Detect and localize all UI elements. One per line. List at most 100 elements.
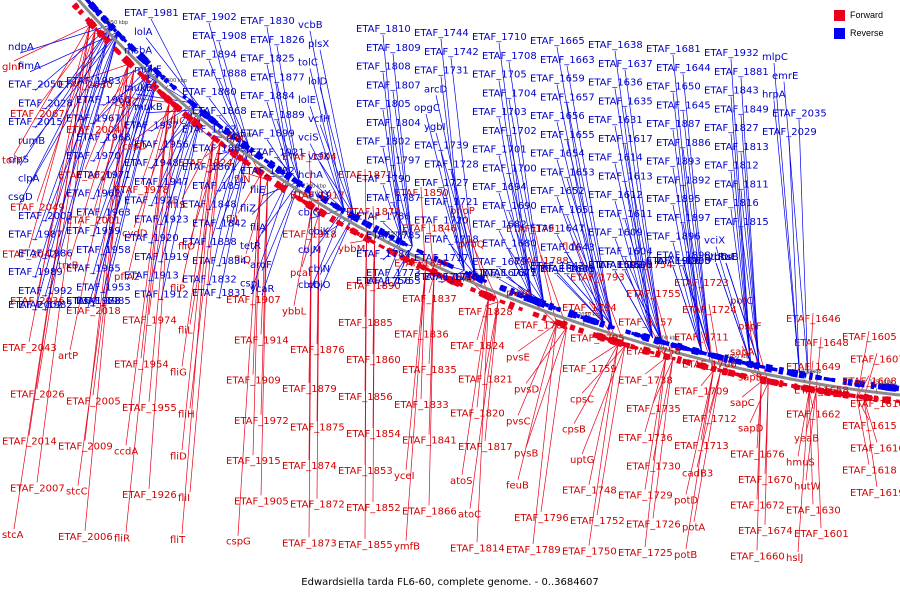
gene-label-etaf_1920[interactable]: ETAF_1920 [124,233,179,244]
gene-label-etaf_1702[interactable]: ETAF_1702 [482,126,537,137]
gene-label-potd[interactable]: potD [674,495,698,506]
gene-label-etaf_1784[interactable]: ETAF_1784 [356,249,411,260]
gene-label-sapd[interactable]: sapD [738,424,764,435]
gene-label-etaf_2020[interactable]: ETAF_2020 [58,170,113,181]
gene-label-flij[interactable]: fliJ [226,215,238,226]
gene-label-btuf[interactable]: btuF [714,252,737,263]
gene-label-ycei[interactable]: yceI [394,471,415,482]
gene-label-etaf_1827[interactable]: ETAF_1827 [704,123,759,134]
gene-label-etaf_1959[interactable]: ETAF_1959 [66,226,121,237]
gene-label-etaf_1752[interactable]: ETAF_1752 [570,516,625,527]
gene-label-etaf_1838[interactable]: ETAF_1838 [182,237,237,248]
gene-label-etaf_1651[interactable]: ETAF_1651 [540,205,595,216]
gene-label-feub[interactable]: feuB [506,481,529,492]
gene-label-etaf_1965[interactable]: ETAF_1965 [66,264,121,275]
gene-label-etaf_1913[interactable]: ETAF_1913 [124,271,179,282]
gene-label-etaf_1882[interactable]: ETAF_1882 [240,166,295,177]
gene-label-etaf_1730[interactable]: ETAF_1730 [626,462,681,473]
gene-label-etaf_1794[interactable]: ETAF_1794 [562,303,617,314]
gene-label-etaf_1706[interactable]: ETAF_1706 [682,360,737,371]
gene-label-vcbb[interactable]: vcbB [298,20,323,31]
gene-label-etaf_2015[interactable]: ETAF_2015 [8,117,63,128]
gene-label-etaf_2002[interactable]: ETAF_2002 [8,300,63,311]
gene-label-flda[interactable]: fldA [562,242,582,253]
gene-label-etaf_1881[interactable]: ETAF_1881 [714,67,769,78]
gene-label-fima[interactable]: fimA [18,61,41,72]
gene-label-etaf_1716[interactable]: ETAF_1716 [424,272,479,283]
gene-label-emre[interactable]: emrE [772,71,798,82]
gene-label-etaf_1708[interactable]: ETAF_1708 [482,51,537,62]
gene-label-etaf_1833[interactable]: ETAF_1833 [394,400,449,411]
gene-label-flio[interactable]: fliO [178,242,195,253]
gene-label-etaf_1717[interactable]: ETAF_1717 [414,253,469,264]
gene-label-lola[interactable]: lolA [134,27,153,38]
gene-label-etaf_1694[interactable]: ETAF_1694 [472,182,527,193]
gene-label-etaf_1848[interactable]: ETAF_1848 [182,200,237,211]
gene-label-cbin[interactable]: cbiN [308,264,330,275]
gene-label-etaf_1656[interactable]: ETAF_1656 [530,111,585,122]
gene-label-etaf_1665[interactable]: ETAF_1665 [530,36,585,47]
gene-label-etaf_2067[interactable]: ETAF_2067 [10,109,65,120]
gene-label-etaf_1896[interactable]: ETAF_1896 [646,232,701,243]
gene-label-ybbl[interactable]: ybbL [282,307,307,318]
gene-label-btuc[interactable]: btuC [714,252,738,263]
gene-label-etaf_1613[interactable]: ETAF_1613 [598,171,653,182]
gene-label-etaf_1830[interactable]: ETAF_1830 [240,16,295,27]
gene-label-etaf_1825[interactable]: ETAF_1825 [240,54,295,65]
gene-label-etaf_1861[interactable]: ETAF_1861 [182,162,237,173]
gene-label-etaf_1909[interactable]: ETAF_1909 [226,376,281,387]
gene-label-fliq[interactable]: fliQ [234,255,251,266]
gene-label-flie[interactable]: fliE [250,185,265,196]
gene-label-cpsc[interactable]: cpsC [570,394,594,405]
gene-label-etaf_1919[interactable]: ETAF_1919 [134,252,189,263]
gene-label-etaf_1958[interactable]: ETAF_1958 [76,245,131,256]
gene-label-hrpa[interactable]: hrpA [762,90,786,101]
gene-label-etaf_1723[interactable]: ETAF_1723 [674,278,729,289]
gene-label-phop[interactable]: phoP [450,206,475,217]
gene-label-etaf_1955[interactable]: ETAF_1955 [122,403,177,414]
gene-label-tetr[interactable]: tetR [240,241,261,252]
gene-label-etaf_1989[interactable]: ETAF_1989 [8,267,63,278]
gene-label-etaf_1930[interactable]: ETAF_1930 [656,256,711,267]
gene-label-etaf_1992[interactable]: ETAF_1992 [18,286,73,297]
gene-label-etaf_1982[interactable]: ETAF_1982 [18,300,73,311]
gene-label-etaf_1710[interactable]: ETAF_1710 [472,32,527,43]
gene-label-cbik[interactable]: cbiK [308,226,330,237]
gene-label-etaf_1648[interactable]: ETAF_1648 [794,338,849,349]
gene-label-etaf_1785[interactable]: ETAF_1785 [366,230,421,241]
gene-label-etaf_1742[interactable]: ETAF_1742 [424,47,479,58]
gene-label-etaf_1855[interactable]: ETAF_1855 [338,540,393,551]
gene-label-vcfh[interactable]: vcfH [308,114,330,125]
gene-label-etaf_1773[interactable]: ETAF_1773 [366,268,421,279]
gene-label-pspf[interactable]: pspF [738,322,762,333]
gene-label-etaf_1605[interactable]: ETAF_1605 [842,332,897,343]
gene-label-cbim[interactable]: cbiM [298,245,321,256]
gene-label-etaf_1810[interactable]: ETAF_1810 [356,24,411,35]
gene-label-pvua[interactable]: pvuA [506,288,532,299]
gene-label-etaf_1900[interactable]: ETAF_1900 [646,256,701,267]
gene-label-etaf_1650[interactable]: ETAF_1650 [646,82,701,93]
gene-label-etaf_1902[interactable]: ETAF_1902 [182,12,237,23]
gene-label-etaf_2014[interactable]: ETAF_2014 [2,437,57,448]
gene-label-pfla2[interactable]: pflA2 [114,272,140,283]
gene-label-etaf_1968[interactable]: ETAF_1968 [76,132,131,143]
gene-label-artp[interactable]: artP [58,351,78,362]
gene-label-etaf_1890[interactable]: ETAF_1890 [346,281,401,292]
gene-label-etaf_1790[interactable]: ETAF_1790 [356,174,411,185]
gene-label-etaf_1903[interactable]: ETAF_1903 [656,256,711,267]
gene-label-etaf_1703[interactable]: ETAF_1703 [472,107,527,118]
gene-label-etaf_1899[interactable]: ETAF_1899 [240,129,295,140]
gene-label-ybbm[interactable]: ybbM [338,244,365,255]
gene-label-hmus[interactable]: hmuS [786,457,815,468]
gene-label-etaf_1670[interactable]: ETAF_1670 [738,475,793,486]
gene-label-flia[interactable]: fliA [250,222,266,233]
gene-label-etaf_1925[interactable]: ETAF_1925 [124,196,179,207]
gene-label-etaf_1893[interactable]: ETAF_1893 [646,157,701,168]
gene-label-etaf_1756[interactable]: ETAF_1756 [356,276,411,287]
gene-label-etaf_1727[interactable]: ETAF_1727 [414,178,469,189]
gene-label-pcai[interactable]: pcaI [290,268,311,279]
gene-label-etaf_1796[interactable]: ETAF_1796 [514,513,569,524]
gene-label-etaf_1978[interactable]: ETAF_1978 [114,185,169,196]
gene-label-etaf_1654[interactable]: ETAF_1654 [530,149,585,160]
gene-label-etaf_1735[interactable]: ETAF_1735 [626,404,681,415]
